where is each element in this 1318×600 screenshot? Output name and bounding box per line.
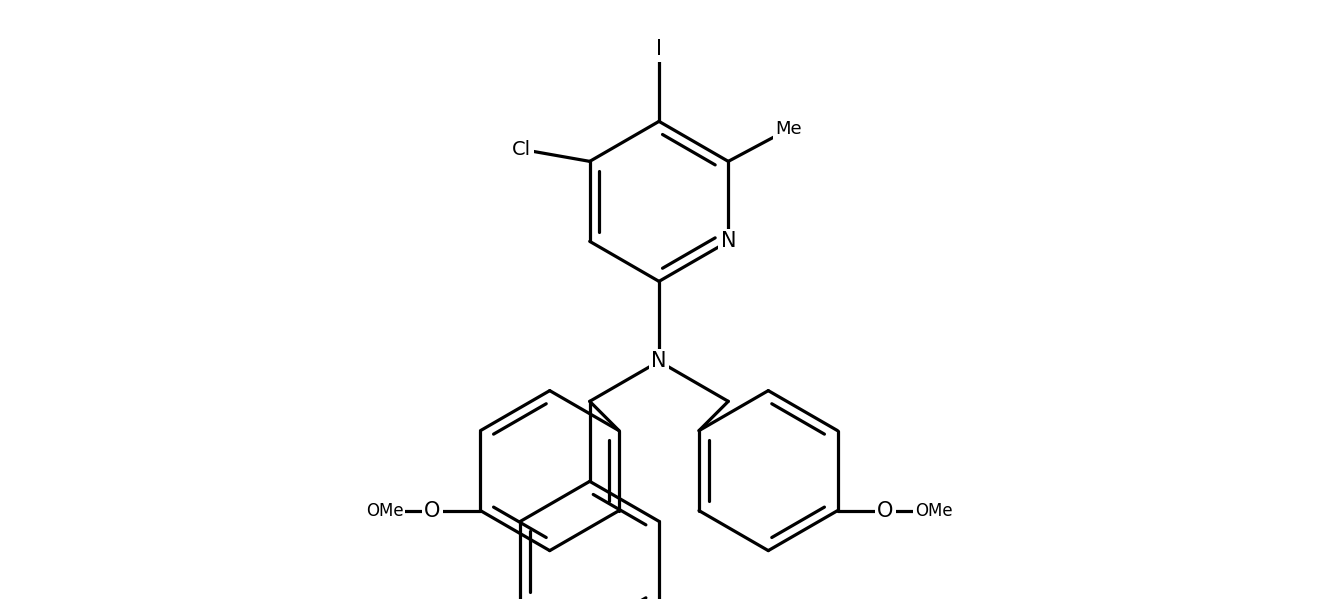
Text: N: N: [651, 352, 667, 371]
Text: N: N: [721, 232, 735, 251]
Text: Cl: Cl: [513, 140, 531, 159]
Text: O: O: [878, 500, 894, 521]
Text: I: I: [656, 40, 662, 59]
Text: OMe: OMe: [915, 502, 953, 520]
Text: O: O: [424, 500, 440, 521]
Text: OMe: OMe: [365, 502, 403, 520]
Text: Me: Me: [775, 121, 801, 139]
